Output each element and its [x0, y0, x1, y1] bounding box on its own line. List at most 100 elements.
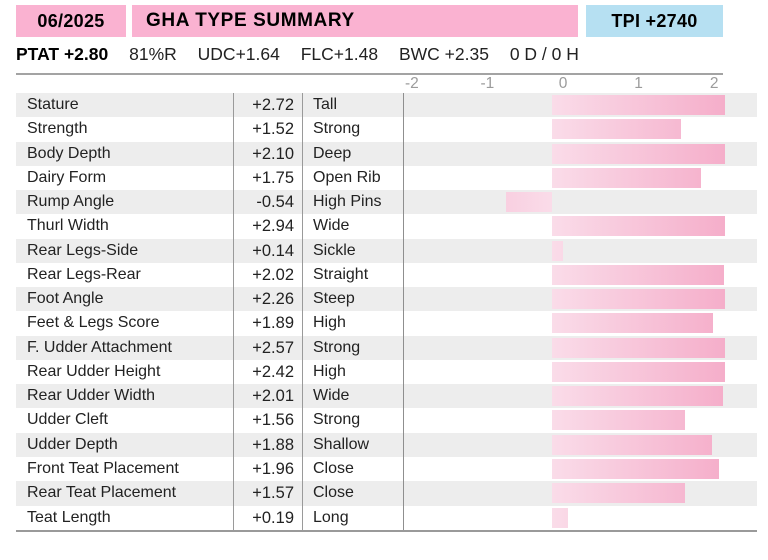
trait-name: Stature: [27, 96, 79, 113]
report-date: 06/2025: [16, 5, 126, 37]
trait-row: Teat Length +0.19 Long: [16, 505, 757, 530]
trait-rows: Stature +2.72 Tall Strength +1.52 Strong Body …: [16, 93, 757, 530]
report-title: GHA TYPE SUMMARY: [132, 5, 578, 37]
trait-descriptor: Close: [302, 481, 403, 506]
trait-bar-cell: [403, 384, 757, 409]
axis-tick-label: 0: [558, 75, 568, 92]
trait-bar-cell: [403, 335, 757, 360]
trait-bar: [551, 337, 726, 358]
trait-value: +2.26: [233, 287, 302, 312]
trait-value: +2.10: [233, 141, 302, 166]
trait-value: +0.19: [233, 505, 302, 530]
trait-descriptor: Tall: [302, 93, 403, 118]
trait-value: +0.14: [233, 238, 302, 263]
trait-name: Front Teat Placement: [27, 459, 179, 477]
trait-name: Dairy Form: [27, 168, 107, 186]
trait-descriptor: Steep: [302, 287, 403, 312]
trait-row: Rump Angle -0.54 High Pins: [16, 190, 757, 215]
trait-bar-cell: [403, 93, 757, 118]
axis-tick-label: -1: [480, 75, 495, 92]
trait-name: Udder Cleft: [27, 411, 108, 429]
trait-bar-cell: [403, 238, 757, 263]
axis-tick-label: 2: [709, 75, 719, 92]
axis-line: [16, 73, 723, 75]
trait-bar-cell: [403, 141, 757, 166]
trait-name: Rear Udder Width: [27, 387, 156, 405]
trait-value: -0.54: [233, 190, 302, 215]
trait-descriptor: Deep: [302, 141, 403, 166]
trait-descriptor: Long: [302, 505, 403, 530]
trait-bar-cell: [403, 287, 757, 312]
trait-descriptor: High: [302, 311, 403, 336]
trait-row: Rear Udder Width +2.01 Wide: [16, 384, 757, 409]
reliability-value: 81%R: [129, 44, 177, 64]
trait-value: +2.72: [233, 93, 302, 118]
trait-bar-cell: [403, 481, 757, 506]
trait-row: F. Udder Attachment +2.57 Strong: [16, 335, 757, 360]
trait-descriptor: Wide: [302, 384, 403, 409]
trait-bar-cell: [403, 262, 757, 288]
trait-descriptor: High: [302, 359, 403, 385]
trait-value: +1.88: [233, 432, 302, 457]
trait-bar-cell: [403, 408, 757, 433]
trait-bar-cell: [403, 214, 757, 239]
trait-bar: [551, 216, 726, 237]
trait-value: +1.75: [233, 165, 302, 191]
header-gap: [578, 5, 586, 37]
trait-bar: [505, 192, 552, 213]
summary-line: PTAT +2.80 81%R UDC+1.64 FLC+1.48 BWC +2…: [16, 42, 595, 66]
axis-tick-row: -2 -1 0 1 2: [403, 76, 757, 92]
trait-value: +2.02: [233, 262, 302, 288]
axis-tick-label: 1: [634, 75, 643, 92]
trait-row: Strength +1.52 Strong: [16, 117, 757, 142]
trait-bar-cell: [403, 165, 757, 191]
trait-bar-cell: [403, 190, 757, 215]
trait-bar-cell: [403, 117, 757, 142]
trait-value: +2.01: [233, 384, 302, 409]
trait-bar: [551, 458, 719, 479]
trait-descriptor: Open Rib: [302, 165, 403, 191]
trait-name: Feet & Legs Score: [27, 314, 160, 332]
trait-bar: [551, 313, 713, 334]
trait-descriptor: Strong: [302, 335, 403, 360]
trait-bar-cell: [403, 432, 757, 457]
trait-bar: [551, 95, 726, 115]
trait-bar: [551, 167, 701, 188]
trait-bar-cell: [403, 359, 757, 385]
trait-row: Dairy Form +1.75 Open Rib: [16, 165, 757, 191]
trait-name: F. Udder Attachment: [27, 338, 172, 356]
trait-bar: [551, 361, 726, 382]
trait-descriptor: Wide: [302, 214, 403, 239]
trait-bar: [551, 143, 726, 164]
trait-value: +2.94: [233, 214, 302, 239]
trait-descriptor: Strong: [302, 117, 403, 142]
trait-value: +2.42: [233, 359, 302, 385]
trait-row: Thurl Width +2.94 Wide: [16, 214, 757, 239]
trait-descriptor: Strong: [302, 408, 403, 433]
trait-bar: [551, 289, 726, 310]
trait-name: Teat Length: [27, 508, 111, 526]
flc-value: FLC+1.48: [300, 44, 379, 64]
trait-descriptor: Shallow: [302, 432, 403, 457]
udc-value: UDC+1.64: [197, 44, 280, 64]
trait-value: +1.52: [233, 117, 302, 142]
trait-value: +1.57: [233, 481, 302, 506]
tpi-badge: TPI +2740: [586, 5, 723, 37]
ptat-value: PTAT +2.80: [16, 44, 109, 64]
trait-bar: [551, 434, 712, 455]
trait-name: Thurl Width: [27, 217, 109, 235]
trait-row: Feet & Legs Score +1.89 High: [16, 311, 757, 336]
trait-bar: [551, 119, 682, 140]
trait-bar: [551, 410, 685, 431]
daughter-herd-count: 0 D / 0 H: [509, 44, 579, 64]
trait-row: Front Teat Placement +1.96 Close: [16, 456, 757, 482]
table-bottom-rule: [16, 530, 757, 532]
trait-value: +1.89: [233, 311, 302, 336]
bwc-value: BWC +2.35: [398, 44, 489, 64]
trait-name: Rear Teat Placement: [27, 484, 177, 502]
trait-row: Rear Legs-Rear +2.02 Straight: [16, 262, 757, 288]
trait-descriptor: Straight: [302, 262, 403, 288]
trait-value: +1.96: [233, 456, 302, 482]
trait-name: Rear Udder Height: [27, 362, 161, 380]
